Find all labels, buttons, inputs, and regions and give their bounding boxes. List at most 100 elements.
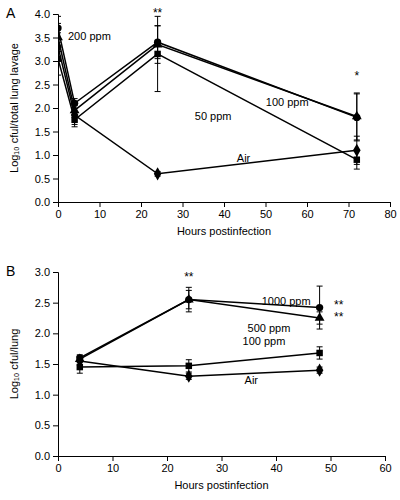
y-tick-mark <box>53 155 58 156</box>
x-tick: 60 <box>379 456 391 474</box>
error-bar <box>354 93 360 140</box>
x-tick-mark <box>100 202 101 207</box>
y-tick-mark <box>53 425 58 426</box>
y-tick: 3.0 <box>35 55 58 67</box>
x-tick: 20 <box>161 456 173 474</box>
y-tick-label: 1.5 <box>35 126 50 138</box>
x-tick-label: 0 <box>55 462 61 474</box>
x-tick-mark <box>276 456 277 461</box>
error-bar <box>317 286 323 329</box>
error-bar <box>58 16 61 39</box>
figure: 010203040506070800.00.51.01.52.02.53.03.… <box>0 0 400 500</box>
x-tick: 30 <box>216 456 228 474</box>
error-bar-cap <box>155 63 161 64</box>
plot-area <box>58 16 362 180</box>
error-bar <box>354 94 360 141</box>
marker <box>75 353 85 362</box>
x-axis: 0 10 20 30 40 50 60 <box>55 456 391 474</box>
error-bar-cap <box>354 169 360 170</box>
marker <box>185 296 192 303</box>
y-tick-label: 1.0 <box>35 389 50 401</box>
x-tick-label: 60 <box>379 462 391 474</box>
error-bar-stem <box>157 16 158 91</box>
y-tick: 2.0 <box>35 327 58 339</box>
x-tick: 40 <box>218 202 230 220</box>
error-bar-cap <box>72 108 78 109</box>
error-bar-cap <box>155 25 161 26</box>
series-line <box>80 353 320 367</box>
marker <box>154 39 161 46</box>
series-label: 1000 ppm <box>262 295 311 307</box>
panel: 010203040506070800.00.51.01.52.02.53.03.… <box>6 5 397 237</box>
y-tick: 0.0 <box>35 450 58 462</box>
x-tick: 50 <box>325 456 337 474</box>
x-tick: 30 <box>177 202 189 220</box>
x-tick: 20 <box>135 202 147 220</box>
series-line <box>80 361 320 376</box>
x-tick-label: 10 <box>94 208 106 220</box>
significance-mark: * <box>354 69 359 83</box>
y-tick-mark <box>53 272 58 273</box>
x-tick-mark <box>266 202 267 207</box>
y-tick: 1.0 <box>35 149 58 161</box>
y-tick-label: 2.0 <box>35 102 50 114</box>
y-tick-label: 3.0 <box>35 266 50 278</box>
y-tick-label: 2.5 <box>35 79 50 91</box>
series-label: Air <box>237 152 251 164</box>
x-tick-mark <box>167 456 168 461</box>
series-line <box>58 47 357 174</box>
y-tick-mark <box>53 108 58 109</box>
marker <box>316 304 323 311</box>
y-tick: 2.0 <box>35 102 58 114</box>
y-axis: 0.00.51.01.52.02.53.0 <box>35 266 59 462</box>
y-tick-label: 2.0 <box>35 327 50 339</box>
series-label: 100 ppm <box>243 335 286 347</box>
error-bar <box>72 99 78 108</box>
y-tick-label: 0.5 <box>35 419 50 431</box>
marker <box>354 156 360 162</box>
y-tick: 1.0 <box>35 389 58 401</box>
error-bar <box>155 26 161 64</box>
error-bar-cap <box>186 287 192 288</box>
error-bar-cap <box>317 359 323 360</box>
error-bar <box>317 347 323 359</box>
y-tick-label: 0.0 <box>35 450 50 462</box>
y-tick-mark <box>53 179 58 180</box>
error-bar-cap <box>72 117 78 118</box>
x-tick: 50 <box>260 202 272 220</box>
panel-title: A <box>6 5 16 21</box>
error-bar-cap <box>354 150 360 151</box>
error-bar-cap <box>58 75 61 76</box>
y-tick: 1.5 <box>35 126 58 138</box>
x-tick-label: 40 <box>270 462 282 474</box>
y-axis-line <box>53 15 59 203</box>
x-tick-label: 80 <box>384 208 396 220</box>
y-tick-label: 4.0 <box>35 8 50 20</box>
series-line <box>80 300 320 359</box>
x-tick-label: 50 <box>260 208 272 220</box>
series-line <box>58 54 357 160</box>
error-bar-cap <box>186 371 192 372</box>
x-tick: 0 <box>55 202 61 220</box>
marker <box>154 167 162 180</box>
series-line <box>58 28 357 117</box>
marker <box>71 117 77 123</box>
marker <box>76 354 83 361</box>
x-tick-mark <box>331 456 332 461</box>
y-tick-label: 0.5 <box>35 173 50 185</box>
x-tick: 10 <box>107 456 119 474</box>
x-tick-mark <box>183 202 184 207</box>
x-axis-title: Hours postinfection <box>174 479 268 491</box>
error-bar-cap <box>155 58 161 59</box>
error-bar-cap <box>58 39 61 40</box>
plot-area <box>75 286 325 383</box>
x-tick-mark <box>141 202 142 207</box>
y-tick-label: 1.5 <box>35 358 50 370</box>
error-bar-cap <box>317 346 323 347</box>
y-tick-label: 0.0 <box>35 196 50 208</box>
x-tick-mark <box>349 202 350 207</box>
marker <box>77 364 83 370</box>
x-tick: 0 <box>55 456 61 474</box>
x-tick-mark <box>222 456 223 461</box>
marker <box>316 350 322 356</box>
